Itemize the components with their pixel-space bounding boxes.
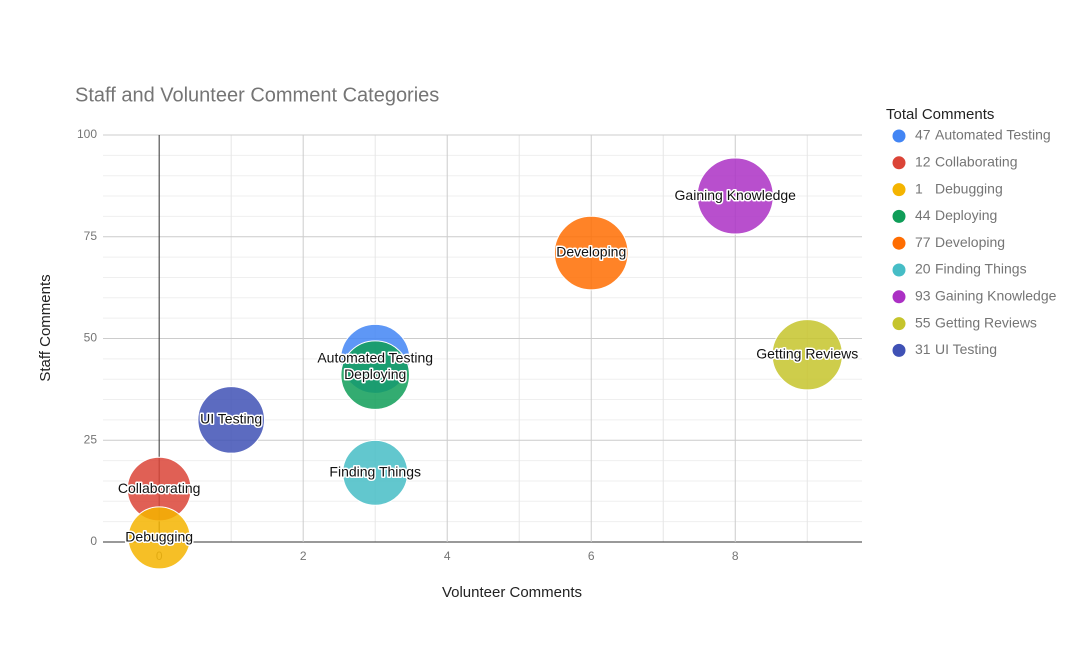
bubble-label: Getting Reviews <box>756 345 858 361</box>
legend-label: Developing <box>935 234 1005 250</box>
y-tick-label: 50 <box>84 331 98 345</box>
legend-label: Automated Testing <box>935 127 1051 143</box>
bubble-label: Automated Testing <box>317 350 433 366</box>
y-tick-label: 0 <box>90 534 97 548</box>
legend-label: Collaborating <box>935 154 1018 170</box>
legend-swatch <box>892 129 906 143</box>
legend-swatch <box>892 343 906 357</box>
bubble-label: Collaborating <box>118 480 201 496</box>
legend-size: 93 <box>915 288 931 304</box>
bubble-label: Deploying <box>344 366 406 382</box>
legend-swatch <box>892 183 906 197</box>
bubble-labels: Automated Testing Collaborating Debugging D… <box>116 185 859 546</box>
legend-size: 12 <box>915 154 931 170</box>
legend-label: Finding Things <box>935 261 1027 277</box>
legend-label: Getting Reviews <box>935 314 1037 330</box>
legend-size: 1 <box>915 180 923 196</box>
plot <box>126 157 843 570</box>
legend-size: 77 <box>915 234 931 250</box>
y-tick-label: 100 <box>77 127 97 141</box>
bubble <box>771 319 843 391</box>
legend-label: Gaining Knowledge <box>935 288 1057 304</box>
x-tick-label: 4 <box>444 549 451 563</box>
legend-size: 55 <box>915 314 931 330</box>
bubble-label: Finding Things <box>329 464 421 480</box>
bubble <box>197 386 265 454</box>
legend-label: UI Testing <box>935 341 997 357</box>
bubble-label: UI Testing <box>200 411 262 427</box>
legend-size: 20 <box>915 261 931 277</box>
x-tick-label: 2 <box>300 549 307 563</box>
legend-swatch <box>892 236 906 250</box>
legend-size: 44 <box>915 207 931 223</box>
legend-swatch <box>892 156 906 170</box>
bubble <box>340 340 410 410</box>
bubble <box>696 157 774 235</box>
legend-swatch <box>892 317 906 331</box>
legend-size: 47 <box>915 127 931 143</box>
legend-swatch <box>892 290 906 304</box>
bubble-label: Gaining Knowledge <box>675 187 797 203</box>
y-tick-label: 25 <box>84 432 98 446</box>
x-tick-label: 6 <box>588 549 595 563</box>
bubble-label: Developing <box>556 244 626 260</box>
legend-size: 31 <box>915 341 931 357</box>
bubble <box>127 506 191 570</box>
legend-title: Total Comments <box>886 106 994 123</box>
legend-label: Debugging <box>935 180 1003 196</box>
x-tick-label: 8 <box>732 549 739 563</box>
y-tick-label: 75 <box>84 229 98 243</box>
legend-swatch <box>892 263 906 277</box>
bubble-label: Debugging <box>125 529 193 545</box>
chart-title: Staff and Volunteer Comment Categories <box>75 84 439 106</box>
bubble <box>342 439 409 506</box>
bubble <box>553 215 629 291</box>
y-axis-title: Staff Comments <box>37 274 54 381</box>
legend-label: Deploying <box>935 207 997 223</box>
x-axis-title: Volunteer Comments <box>442 584 582 601</box>
legend-swatch <box>892 209 906 223</box>
